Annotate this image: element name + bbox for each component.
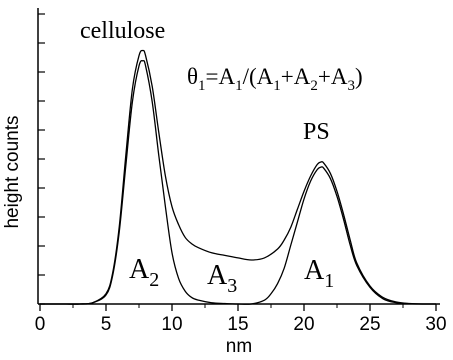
x-tick-label: 15 <box>227 314 248 335</box>
x-axis-title: nm <box>226 336 252 357</box>
x-tick-label: 10 <box>161 314 182 335</box>
annotation-cellulose: cellulose <box>80 18 165 44</box>
series-line-2 <box>39 59 437 305</box>
x-tick-label: 25 <box>359 314 380 335</box>
x-tick-label: 20 <box>293 314 314 335</box>
series-layer <box>39 49 437 305</box>
x-tick-label: 30 <box>425 314 446 335</box>
annotation-a1: A1 <box>304 255 334 292</box>
y-ticks <box>38 13 45 305</box>
series-line-1 <box>39 49 437 305</box>
annotation-a3: A3 <box>207 260 237 297</box>
y-axis-title: height counts <box>2 115 23 228</box>
x-tick-label: 0 <box>35 314 46 335</box>
annotation-formula: θ1=A1/(A1+A2+A3) <box>187 64 363 94</box>
annotation-a2: A2 <box>129 254 159 291</box>
annotation-ps: PS <box>303 119 330 145</box>
x-tick-label: 5 <box>101 314 112 335</box>
x-ticks: 0 5 10 15 20 25 30 <box>35 304 447 335</box>
